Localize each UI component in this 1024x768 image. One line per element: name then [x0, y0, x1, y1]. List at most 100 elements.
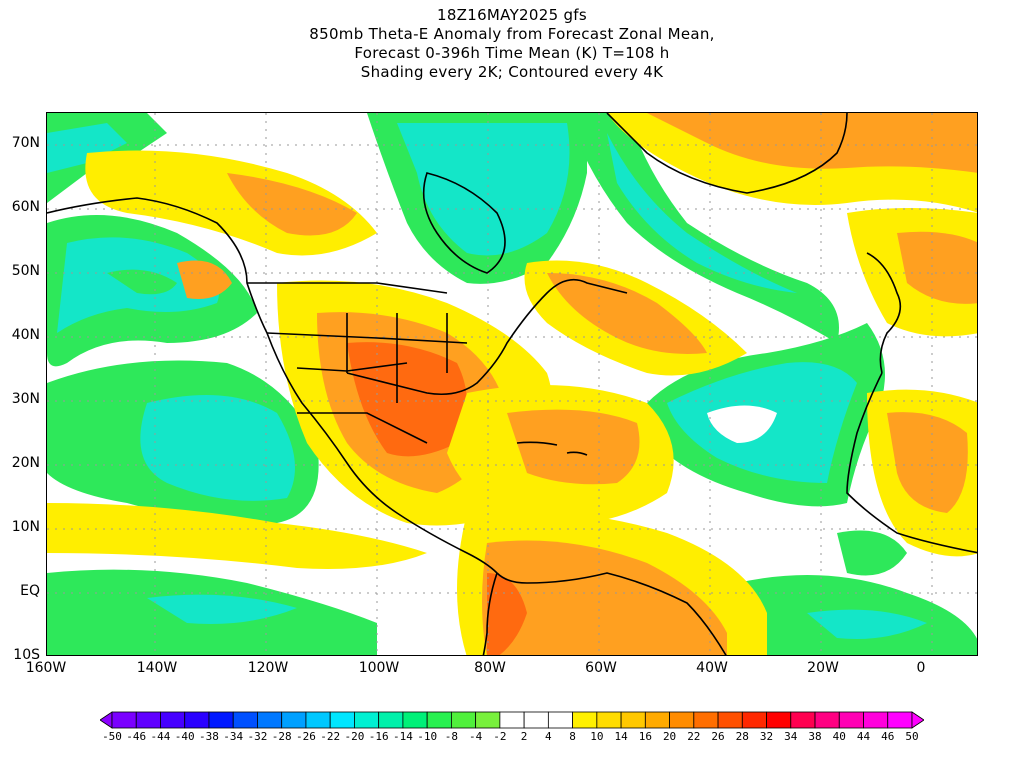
lon-label-40w: 40W — [696, 660, 728, 676]
colorbar-tick-label: 50 — [905, 730, 919, 743]
colorbar-cell — [208, 711, 234, 729]
lon-label-0: 0 — [916, 660, 926, 676]
colorbar-arrow-min — [100, 711, 113, 729]
colorbar-tick-label: -4 — [469, 730, 483, 743]
colorbar-cell — [620, 711, 646, 729]
lon-label-60w: 60W — [585, 660, 617, 676]
lat-label-20n: 20N — [11, 455, 40, 471]
colorbar-cell — [378, 711, 404, 729]
colorbar-tick-label: 44 — [856, 730, 871, 743]
colorbar-cell — [450, 711, 477, 729]
colorbar-tick-label: -40 — [174, 730, 195, 743]
colorbar-cell — [596, 711, 622, 729]
lat-label-40n: 40N — [11, 327, 40, 343]
colorbar-tick-label: -20 — [344, 730, 365, 743]
lat-label-10n: 10N — [11, 519, 40, 535]
colorbar-tick-label: -44 — [150, 730, 171, 743]
colorbar-cells — [100, 711, 924, 729]
colorbar-tick-label: -32 — [247, 730, 268, 743]
lat-label-10s: 10S — [13, 647, 40, 663]
colorbar-arrow-max — [911, 711, 924, 729]
lon-label-100w: 100W — [358, 660, 400, 676]
colorbar-tick-label: 16 — [638, 730, 652, 743]
colorbar-cell — [329, 711, 355, 729]
colorbar-cell — [402, 711, 428, 729]
colorbar-cell — [838, 711, 864, 729]
lon-label-20w: 20W — [807, 660, 839, 676]
lat-label-60n: 60N — [11, 199, 40, 215]
colorbar-cell — [281, 711, 307, 729]
colorbar-tick-label: 4 — [545, 730, 552, 743]
lat-label-50n: 50N — [11, 263, 40, 279]
title-forecast: Forecast 0-396h Time Mean (K) T=108 h — [354, 44, 670, 62]
colorbar-cell — [354, 711, 380, 729]
title-variable: 850mb Theta-E Anomaly from Forecast Zona… — [309, 25, 715, 43]
colorbar-tick-label: -28 — [271, 730, 292, 743]
title-block: 18Z16MAY2025 gfs 850mb Theta-E Anomaly f… — [0, 6, 1024, 82]
colorbar-cell — [717, 711, 743, 729]
colorbar-tick-label: -22 — [320, 730, 341, 743]
colorbar-cell — [693, 711, 719, 729]
colorbar-tick-label: 46 — [881, 730, 895, 743]
theta-e-map — [47, 113, 977, 655]
lat-label-30n: 30N — [11, 391, 40, 407]
colorbar-cell — [232, 711, 258, 729]
map-panel — [46, 112, 978, 656]
colorbar-tick-label: -8 — [444, 730, 459, 743]
colorbar-tick-label: 8 — [569, 730, 576, 743]
colorbar-cell — [160, 711, 186, 729]
colorbar-cell — [475, 711, 501, 729]
colorbar-tick-label: -2 — [493, 730, 507, 743]
lat-label-eq: EQ — [20, 583, 40, 599]
coastlines — [47, 113, 977, 655]
colorbar-tick-label: -38 — [199, 730, 219, 743]
colorbar-tick-label: -10 — [417, 730, 438, 743]
colorbar-cell — [499, 711, 525, 729]
colorbar-tick-label: 20 — [662, 730, 677, 743]
lon-label-140w: 140W — [136, 660, 178, 676]
colorbar-tick-label: 22 — [687, 730, 701, 743]
colorbar-cell — [814, 711, 840, 729]
colorbar-tick-label: 40 — [832, 730, 846, 743]
colorbar-tick-label: 10 — [590, 730, 604, 743]
lon-label-160w: 160W — [25, 660, 67, 676]
colorbar-cell — [741, 711, 767, 729]
colorbar-cell — [111, 711, 137, 729]
colorbar-tick-label: 26 — [711, 730, 725, 743]
title-date: 18Z16MAY2025 gfs — [436, 6, 587, 24]
lon-label-120w: 120W — [247, 660, 289, 676]
colorbar-tick-label: 38 — [808, 730, 822, 743]
colorbar-cell — [547, 711, 574, 729]
colorbar-cell — [184, 711, 210, 729]
colorbar-tick-label: -34 — [223, 730, 244, 743]
colorbar-cell — [305, 711, 331, 729]
title-shading: Shading every 2K; Contoured every 4K — [360, 63, 664, 81]
colorbar-tick-label: -14 — [392, 730, 413, 743]
colorbar-tick-label: 28 — [735, 730, 749, 743]
colorbar-cell — [790, 711, 816, 729]
colorbar-tick-label: 32 — [759, 730, 774, 743]
positive-anomaly-shading — [47, 113, 977, 655]
colorbar-cell — [887, 711, 913, 729]
negative-anomaly-shading — [47, 113, 977, 655]
colorbar-tick-label: 2 — [520, 730, 528, 743]
colorbar-cell — [766, 711, 792, 729]
colorbar-tick-label: -26 — [296, 730, 316, 743]
lat-label-70n: 70N — [11, 135, 40, 151]
colorbar-cell — [257, 711, 283, 729]
graticule — [47, 113, 977, 655]
colorbar-tick-label: 14 — [614, 730, 628, 743]
colorbar-tick-label: -16 — [368, 730, 389, 743]
colorbar-tick-label: -46 — [126, 730, 147, 743]
colorbar-cell — [135, 711, 161, 729]
colorbar-cell — [523, 711, 549, 729]
colorbar-cell — [863, 711, 889, 729]
colorbar-tick-label: 34 — [784, 730, 798, 743]
colorbar-cell — [426, 711, 452, 729]
lon-label-80w: 80W — [474, 660, 506, 676]
colorbar-cell — [572, 711, 598, 729]
colorbar-cell — [669, 711, 695, 729]
colorbar-cell — [644, 711, 670, 729]
colorbar — [100, 711, 924, 729]
colorbar-tick-label: -50 — [102, 730, 122, 743]
